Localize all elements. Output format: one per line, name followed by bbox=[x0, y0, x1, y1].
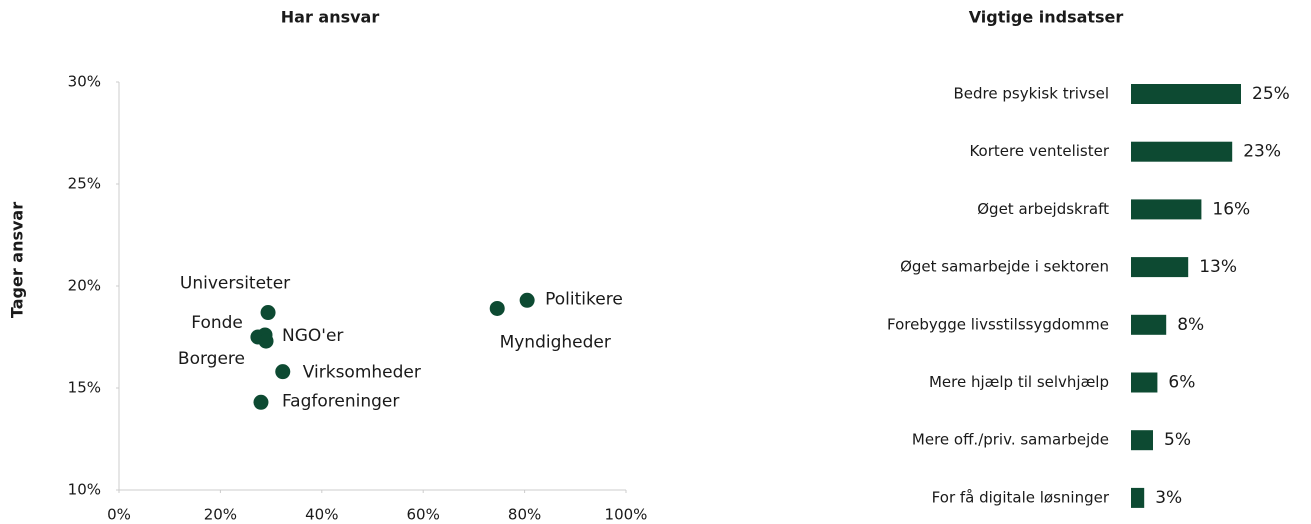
category-label: For få digitale løsninger bbox=[932, 488, 1110, 506]
value-label: 5% bbox=[1164, 430, 1191, 450]
point bbox=[489, 300, 505, 316]
bar bbox=[1131, 372, 1158, 393]
category-label: Øget samarbejde i sektoren bbox=[900, 258, 1109, 276]
category-label: Bedre psykisk trivsel bbox=[953, 85, 1109, 103]
y-tick-label: 15% bbox=[68, 379, 101, 397]
value-label: 25% bbox=[1252, 84, 1290, 104]
point bbox=[519, 292, 535, 308]
y-tick-label: 30% bbox=[68, 73, 101, 91]
x-tick-label: 80% bbox=[508, 506, 541, 524]
y-tick-label: 20% bbox=[68, 277, 101, 295]
y-axis-label: Tager ansvar bbox=[8, 202, 27, 318]
point bbox=[258, 333, 274, 349]
bar bbox=[1131, 487, 1145, 508]
bar bbox=[1131, 84, 1241, 104]
value-label: 23% bbox=[1243, 142, 1281, 162]
x-tick-label: 40% bbox=[305, 506, 338, 524]
point bbox=[253, 394, 269, 410]
bar bbox=[1131, 257, 1189, 278]
point-label: Fagforeninger bbox=[282, 391, 399, 411]
point bbox=[260, 305, 276, 321]
x-tick-label: 100% bbox=[605, 506, 648, 524]
y-tick-label: 25% bbox=[68, 175, 101, 193]
x-tick-label: 60% bbox=[407, 506, 440, 524]
point-label: Politikere bbox=[545, 289, 623, 309]
bar bbox=[1131, 430, 1153, 451]
point bbox=[275, 364, 291, 380]
category-label: Mere hjælp til selvhjælp bbox=[929, 373, 1109, 391]
value-label: 13% bbox=[1199, 257, 1237, 277]
value-label: 6% bbox=[1168, 373, 1195, 393]
bar bbox=[1131, 141, 1233, 162]
category-label: Forebygge livsstilssygdomme bbox=[887, 315, 1109, 333]
category-label: Øget arbejdskraft bbox=[977, 200, 1109, 218]
category-label: Mere off./priv. samarbejde bbox=[912, 431, 1109, 449]
x-tick-label: 20% bbox=[204, 506, 237, 524]
point-label: Fonde bbox=[191, 313, 243, 333]
category-label: Kortere ventelister bbox=[969, 142, 1109, 160]
chart-title: Har ansvar bbox=[281, 8, 380, 27]
y-tick-label: 10% bbox=[68, 481, 101, 499]
point-label: Virksomheder bbox=[303, 363, 421, 383]
x-tick-label: 0% bbox=[107, 506, 131, 524]
value-label: 8% bbox=[1177, 315, 1204, 335]
value-label: 3% bbox=[1155, 488, 1182, 508]
point-label: Myndigheder bbox=[500, 332, 611, 352]
bar bbox=[1131, 199, 1202, 220]
value-label: 16% bbox=[1212, 199, 1250, 219]
bar bbox=[1131, 314, 1167, 335]
point-label: NGO'er bbox=[282, 326, 343, 346]
point-label: Borgere bbox=[178, 349, 245, 369]
chart-title: Vigtige indsatser bbox=[969, 8, 1124, 27]
point-label: Universiteter bbox=[180, 274, 290, 294]
